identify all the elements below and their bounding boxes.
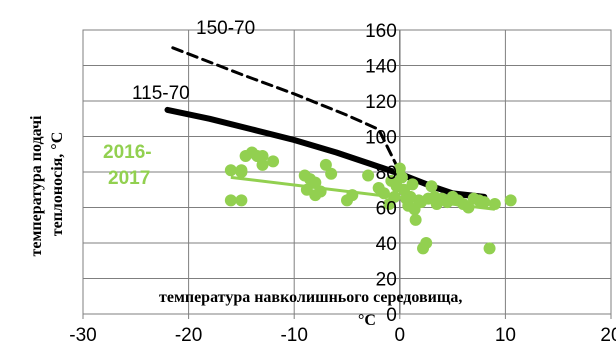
- data-point-9: [256, 158, 269, 171]
- data-point-16: [314, 185, 327, 198]
- data-point-8: [256, 150, 269, 163]
- gridlines: [82, 29, 612, 319]
- data-point-21: [362, 169, 375, 182]
- x-axis-title-line1: температура навколишнього середовища,: [159, 289, 462, 306]
- label-2016-2017-line1: 2016-: [103, 142, 152, 163]
- series-line-150-70: [171, 46, 486, 201]
- x-tick-label-20: 20: [600, 325, 616, 346]
- label-150-70: 150-70: [196, 18, 255, 39]
- data-point-40: [420, 237, 433, 249]
- data-point-4: [235, 166, 248, 178]
- y-axis-title-line1: температура подачі: [28, 115, 45, 256]
- y-tick-label-140: 140: [365, 57, 397, 78]
- label-115-70: 115-70: [132, 83, 190, 104]
- data-point-42: [425, 180, 438, 193]
- data-point-14: [309, 176, 322, 189]
- data-point-17: [319, 158, 332, 171]
- data-point-55: [488, 197, 501, 210]
- data-point-0: [224, 164, 237, 177]
- data-point-56: [504, 194, 517, 207]
- x-tick-label-10: 10: [495, 325, 516, 346]
- y-tick-label-0: 0: [386, 305, 397, 326]
- x-tick-label--20: -20: [175, 325, 202, 346]
- series-layer: [164, 46, 517, 255]
- data-point-20: [346, 189, 359, 202]
- y-axis-title-line2: теплоносія, °С: [49, 132, 66, 237]
- data-point-29: [395, 171, 408, 184]
- label-2016-2017: 2016- 2017: [103, 142, 157, 189]
- data-point-34: [406, 178, 419, 191]
- data-point-26: [388, 190, 401, 203]
- data-point-10: [267, 155, 280, 168]
- x-tick-label-0: 0: [395, 325, 406, 346]
- data-point-18: [325, 167, 338, 180]
- data-point-23: [377, 187, 390, 200]
- y-tick-label-120: 120: [365, 92, 397, 113]
- x-tick-labels: -30 -20 -10 0 10 20: [69, 325, 616, 346]
- series-line-115-70: [164, 106, 488, 200]
- y-axis-title: температура подачі теплоносія, °С: [28, 112, 66, 257]
- data-point-50: [462, 201, 475, 214]
- x-axis-title-unit: °С: [358, 312, 376, 329]
- data-point-36: [409, 213, 422, 226]
- y-tick-label-160: 160: [365, 21, 397, 42]
- y-tick-label-80: 80: [376, 163, 397, 184]
- data-point-54: [483, 242, 496, 255]
- y-tick-label-60: 60: [376, 199, 397, 220]
- y-tick-label-40: 40: [376, 234, 397, 255]
- y-tick-label-20: 20: [376, 270, 397, 291]
- data-point-3: [235, 194, 248, 207]
- x-axis-title: температура навколишнього середовища,: [159, 289, 462, 306]
- plot-frame: [82, 29, 612, 315]
- data-point-2: [224, 194, 237, 207]
- label-2016-2017-line2: 2017: [108, 168, 150, 189]
- x-tick-label--30: -30: [69, 325, 96, 346]
- y-tick-labels: 0 20 40 60 80 100 120 140 160: [365, 21, 397, 326]
- data-point-53: [478, 196, 491, 209]
- y-tick-label-100: 100: [365, 128, 397, 149]
- x-tick-label--10: -10: [280, 325, 307, 346]
